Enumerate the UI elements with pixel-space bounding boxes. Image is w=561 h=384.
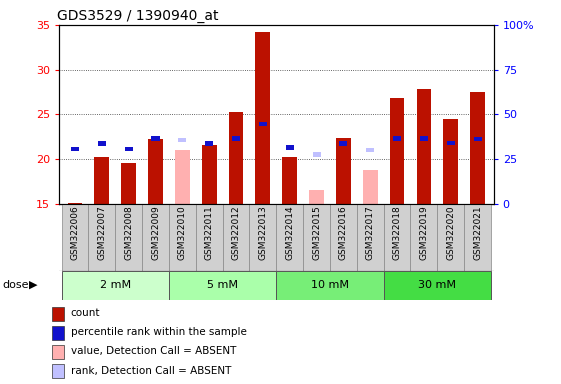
Bar [121, 163, 136, 204]
Bar [438, 204, 464, 271]
Bar [303, 25, 330, 204]
Bar [52, 345, 65, 359]
Text: GSM322017: GSM322017 [366, 205, 375, 260]
Text: GSM322013: GSM322013 [259, 205, 268, 260]
Text: GSM322014: GSM322014 [285, 205, 294, 260]
Bar [259, 122, 267, 126]
Bar [115, 25, 142, 204]
Text: dose: dose [3, 280, 29, 290]
Bar [443, 119, 458, 204]
Text: GSM322010: GSM322010 [178, 205, 187, 260]
Bar [68, 203, 82, 204]
Bar [282, 157, 297, 204]
Bar [196, 25, 223, 204]
Bar [473, 137, 481, 141]
Text: GSM322007: GSM322007 [98, 205, 107, 260]
Bar [384, 271, 491, 300]
Bar [94, 157, 109, 204]
Bar [416, 89, 431, 204]
Bar [255, 32, 270, 204]
Text: 10 mM: 10 mM [311, 280, 349, 290]
Bar [312, 152, 320, 157]
Bar [411, 204, 438, 271]
Text: GSM322009: GSM322009 [151, 205, 160, 260]
Bar [223, 204, 250, 271]
Bar [286, 145, 294, 149]
Text: GSM322021: GSM322021 [473, 205, 482, 260]
Bar [223, 25, 250, 204]
Bar [339, 141, 347, 146]
Bar [393, 136, 401, 141]
Bar [330, 204, 357, 271]
Bar [52, 326, 65, 340]
Bar [62, 204, 89, 271]
Bar [303, 204, 330, 271]
Bar [357, 204, 384, 271]
Bar [470, 92, 485, 204]
Bar [89, 25, 115, 204]
Text: GSM322015: GSM322015 [312, 205, 321, 260]
Bar [438, 25, 464, 204]
Bar [196, 204, 223, 271]
Bar [464, 25, 491, 204]
Text: GSM322008: GSM322008 [124, 205, 133, 260]
Bar [464, 204, 491, 271]
Bar [169, 25, 196, 204]
Text: GSM322018: GSM322018 [393, 205, 402, 260]
Bar [229, 112, 243, 204]
Bar [52, 364, 65, 378]
Bar [202, 146, 217, 204]
Bar [366, 148, 374, 152]
Bar [125, 147, 133, 151]
Bar [62, 25, 89, 204]
Text: value, Detection Call = ABSENT: value, Detection Call = ABSENT [71, 346, 236, 356]
Text: 5 mM: 5 mM [207, 280, 238, 290]
Bar [363, 170, 378, 204]
Text: ▶: ▶ [29, 280, 38, 290]
Bar [232, 136, 240, 141]
Text: GSM322019: GSM322019 [420, 205, 429, 260]
Text: percentile rank within the sample: percentile rank within the sample [71, 327, 246, 337]
Bar [357, 25, 384, 204]
Text: rank, Detection Call = ABSENT: rank, Detection Call = ABSENT [71, 366, 231, 376]
Bar [336, 138, 351, 204]
Bar [276, 271, 384, 300]
Bar [384, 204, 411, 271]
Bar [205, 141, 213, 146]
Text: 2 mM: 2 mM [100, 280, 131, 290]
Bar [384, 25, 411, 204]
Bar [178, 138, 186, 142]
Text: GSM322020: GSM322020 [446, 205, 455, 260]
Bar [71, 147, 79, 151]
Bar [169, 271, 276, 300]
Bar [115, 204, 142, 271]
Bar [142, 25, 169, 204]
Bar [250, 25, 276, 204]
Text: 30 mM: 30 mM [419, 280, 456, 290]
Text: GSM322016: GSM322016 [339, 205, 348, 260]
Text: GSM322012: GSM322012 [232, 205, 241, 260]
Bar [169, 204, 196, 271]
Bar [98, 141, 106, 146]
Bar [89, 204, 115, 271]
Bar [276, 25, 303, 204]
Bar [52, 307, 65, 321]
Bar [148, 139, 163, 204]
Text: GDS3529 / 1390940_at: GDS3529 / 1390940_at [57, 8, 218, 23]
Bar [62, 271, 169, 300]
Text: GSM322006: GSM322006 [71, 205, 80, 260]
Bar [250, 204, 276, 271]
Bar [420, 136, 428, 141]
Bar [390, 98, 404, 204]
Bar [309, 190, 324, 204]
Bar [142, 204, 169, 271]
Bar [330, 25, 357, 204]
Bar [447, 141, 455, 145]
Bar [276, 204, 303, 271]
Text: GSM322011: GSM322011 [205, 205, 214, 260]
Text: count: count [71, 308, 100, 318]
Bar [151, 136, 159, 141]
Bar [175, 150, 190, 204]
Bar [411, 25, 438, 204]
